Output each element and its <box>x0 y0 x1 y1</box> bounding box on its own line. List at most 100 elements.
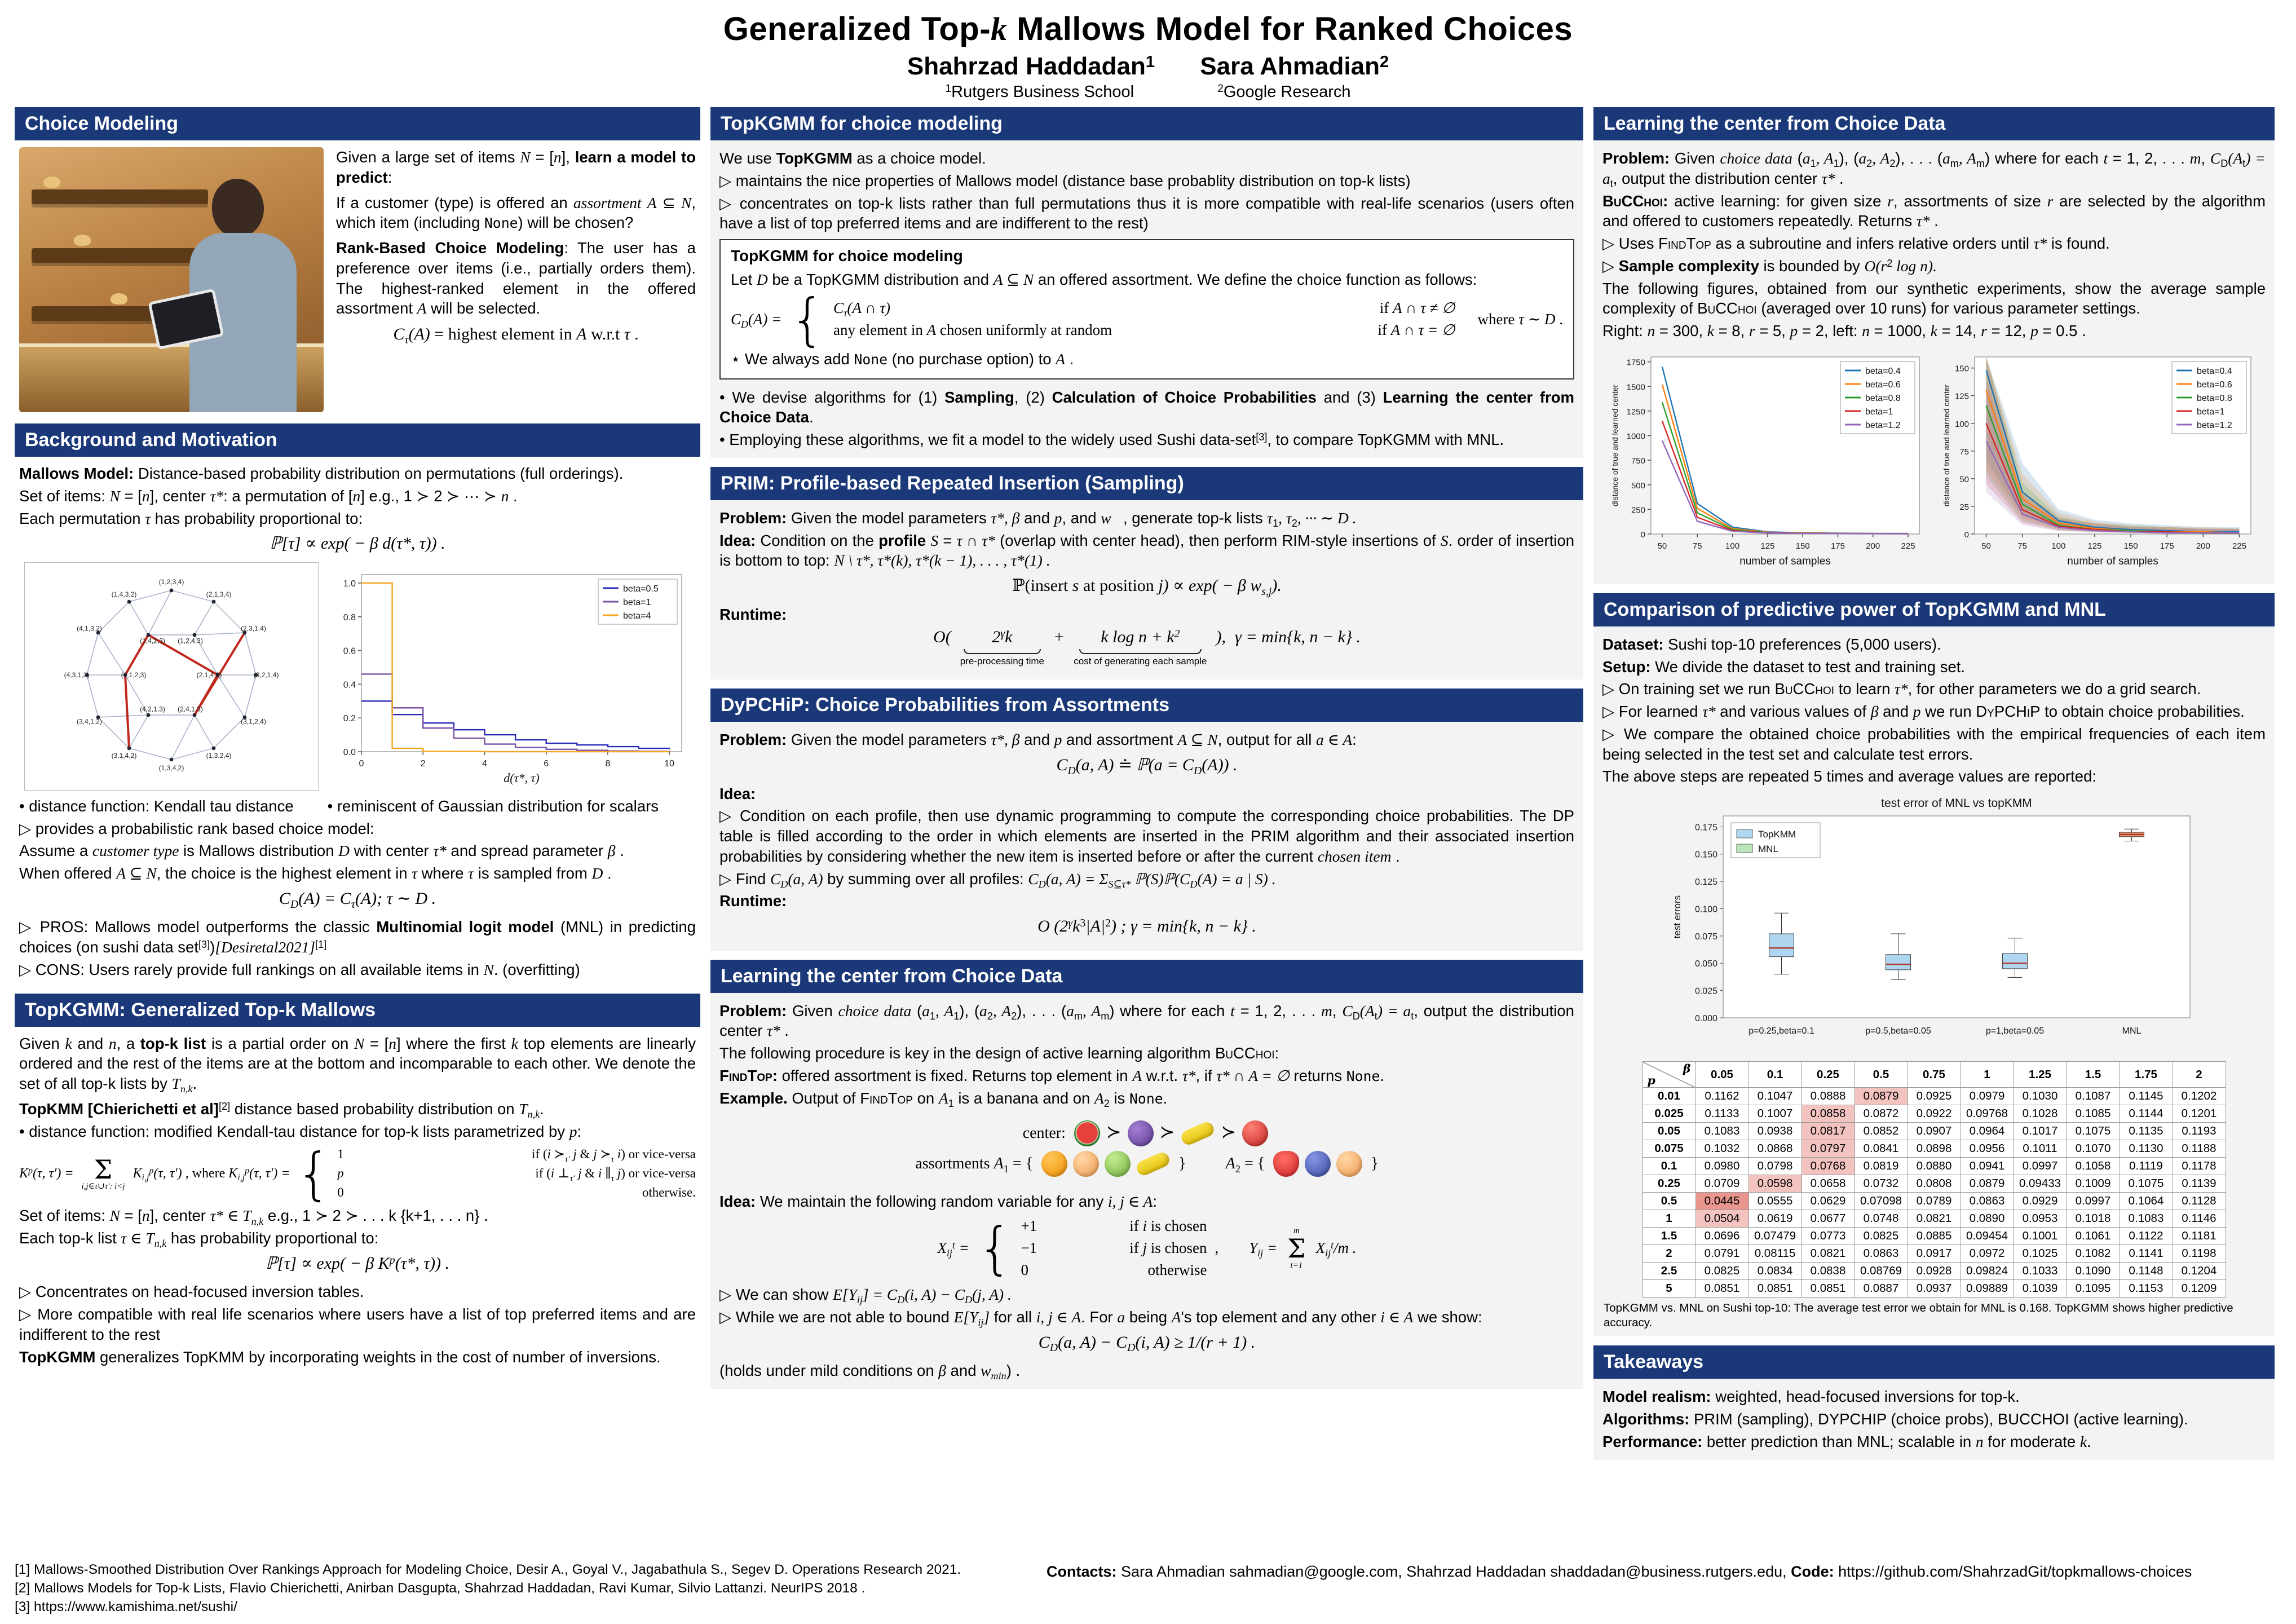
we-use-paragraph: We use TopKGMM as a choice model. <box>719 149 986 167</box>
error-cell: 0.0658 <box>1801 1175 1855 1193</box>
svg-text:beta=0.5: beta=0.5 <box>623 584 659 594</box>
svg-text:number of samples: number of samples <box>2067 555 2158 567</box>
svg-text:10: 10 <box>664 759 674 769</box>
svg-text:beta=0.4: beta=0.4 <box>2197 367 2232 376</box>
training-bullet: ▷ On training set we run BuCChoi to lear… <box>1602 680 2201 698</box>
fruit-example: center: ≻ ≻ ≻ assortments A1 = { } A2 = { … <box>719 1113 1574 1185</box>
grid-search-bullet: ▷ For learned τ* and various values of β… <box>1602 703 2245 720</box>
error-cell: 0.1209 <box>2172 1279 2226 1298</box>
error-cell: 0.1009 <box>2066 1175 2120 1193</box>
error-cell: 0.0863 <box>1854 1245 1908 1263</box>
svg-text:1500: 1500 <box>1627 382 1645 392</box>
svg-text:(3,2,1,4): (3,2,1,4) <box>254 671 279 679</box>
dypchip-idea-label: Idea: <box>719 784 756 802</box>
author-1: Shahrzad Haddadan1 <box>907 52 1155 80</box>
svg-text:0.8: 0.8 <box>343 613 356 623</box>
error-cell: 0.0851 <box>1801 1279 1855 1298</box>
svg-text:beta=1: beta=1 <box>2197 407 2224 417</box>
svg-text:75: 75 <box>1959 447 1969 457</box>
takeaway-algorithms: Algorithms: PRIM (sampling), DYPCHIP (ch… <box>1602 1410 2188 1428</box>
error-cell: 0.0677 <box>1801 1210 1855 1228</box>
svg-text:100: 100 <box>2051 541 2065 551</box>
svg-text:(1,4,3,2): (1,4,3,2) <box>112 590 137 598</box>
error-cell: 0.09768 <box>1960 1105 2014 1123</box>
svg-text:100: 100 <box>1725 541 1739 551</box>
svg-text:0.4: 0.4 <box>343 680 356 690</box>
y-lhs: Yij = <box>1249 1239 1278 1259</box>
svg-text:2: 2 <box>421 759 426 769</box>
prim-runtime-label: Runtime: <box>719 605 787 623</box>
svg-text:(1,3,2,4): (1,3,2,4) <box>206 752 232 760</box>
reference-3: [3] https://www.kamishima.net/sushi/ <box>15 1599 237 1614</box>
error-cell: 0.0997 <box>2013 1157 2067 1175</box>
box-title: TopKGMM for choice modeling <box>731 247 963 264</box>
pros-paragraph: ▷ PROS: Mallows model outperforms the cl… <box>19 918 696 956</box>
error-cell: 0.1082 <box>2066 1245 2120 1263</box>
error-cell: 0.1181 <box>2172 1227 2226 1245</box>
error-cell: 0.0917 <box>1907 1245 1961 1263</box>
error-cell: 0.0868 <box>1748 1140 1802 1158</box>
error-cell: 0.1070 <box>2066 1140 2120 1158</box>
p-header: 0.1 <box>1642 1157 1696 1175</box>
error-cell: 0.1095 <box>2066 1279 2120 1298</box>
error-cell: 0.0879 <box>1960 1175 2014 1193</box>
repeated-paragraph: The above steps are repeated 5 times and… <box>1602 767 2096 785</box>
svg-text:0: 0 <box>359 759 364 769</box>
runtime-open: O( <box>933 628 951 647</box>
error-cell: 0.1130 <box>2119 1140 2173 1158</box>
svg-text:200: 200 <box>2196 541 2210 551</box>
error-cell: 0.1047 <box>1748 1087 1802 1105</box>
error-cell: 0.0879 <box>1854 1087 1908 1105</box>
error-cell: 0.1075 <box>2119 1175 2173 1193</box>
bound-bullet: ▷ While we are not able to bound E[Yij] … <box>719 1308 1482 1329</box>
error-cell: 0.0768 <box>1801 1157 1855 1175</box>
error-cell: 0.1202 <box>2172 1087 2226 1105</box>
cases-lhs: CD(A) = <box>731 310 782 330</box>
section-learning-center-middle: Learning the center from Choice Data Pro… <box>710 959 1583 1389</box>
beta-header: 0.5 <box>1854 1061 1908 1088</box>
prim-problem: Problem: Given the model parameters τ*, … <box>719 509 1357 529</box>
cases-brace: { <box>977 1215 1013 1281</box>
svg-text:MNL: MNL <box>1758 844 1778 854</box>
svg-text:beta=0.6: beta=0.6 <box>2197 380 2232 390</box>
svg-text:50: 50 <box>1981 541 1991 551</box>
error-cell: 0.09454 <box>1960 1227 2014 1245</box>
beta-header: 0.05 <box>1695 1061 1749 1088</box>
choice-case-2: any element in A chosen uniformly at ran… <box>833 321 1455 339</box>
svg-text:(2,4,1,3): (2,4,1,3) <box>178 705 203 713</box>
p-header: 0.25 <box>1642 1175 1696 1193</box>
authors: Shahrzad Haddadan1 Sara Ahmadian2 <box>15 52 2281 81</box>
beta-header: 0.75 <box>1907 1061 1961 1088</box>
svg-text:0.125: 0.125 <box>1695 877 1717 887</box>
section-learning-center-right: Learning the center from Choice Data Pro… <box>1593 107 2275 584</box>
permutation-prob-paragraph: Each permutation τ has probability propo… <box>19 509 363 527</box>
expectation-bullet: ▷ We can show E[Yij] = CD(i, A) − CD(j, … <box>719 1286 1012 1306</box>
center-fruit-sequence: ≻ ≻ ≻ <box>1071 1120 1271 1148</box>
learning-problem: Problem: Given choice data (a1, A1), (a2… <box>719 1001 1574 1040</box>
error-cell: 0.0907 <box>1907 1122 1961 1140</box>
error-cell: 0.1188 <box>2172 1140 2226 1158</box>
references: [1] Mallows-Smoothed Distribution Over R… <box>15 1560 1007 1616</box>
prim-runtime-formula: O( 2γk pre-processing time + k log n + k… <box>719 628 1574 667</box>
error-cell: 0.0819 <box>1854 1157 1908 1175</box>
error-cell: 0.0953 <box>2013 1210 2067 1228</box>
svg-text:175: 175 <box>2160 541 2174 551</box>
error-cell: 0.0941 <box>1960 1157 2014 1175</box>
error-cell: 0.0838 <box>1801 1262 1855 1280</box>
svg-text:750: 750 <box>1631 456 1645 466</box>
error-cell: 0.1128 <box>2172 1192 2226 1210</box>
affiliation-2: 2Google Research <box>1217 83 1351 101</box>
svg-text:number of samples: number of samples <box>1739 555 1831 567</box>
section-header: DyPCHiP: Choice Probabilities from Assor… <box>710 689 1583 722</box>
dp-bullet: ▷ Condition on each profile, then use dy… <box>719 807 1574 865</box>
svg-text:125: 125 <box>1760 541 1774 551</box>
underbrace <box>963 649 1041 655</box>
section-header: Learning the center from Choice Data <box>710 959 1583 993</box>
assortment-a1-fruits <box>1039 1150 1173 1178</box>
svg-text:0.100: 0.100 <box>1695 904 1717 914</box>
gap-formula: CD(a, A) − CD(i, A) ≥ 1/(r + 1) . <box>1038 1332 1256 1354</box>
fruit-banana <box>1179 1120 1217 1148</box>
dataset-paragraph: Dataset: Sushi top-10 preferences (5,000… <box>1602 635 1941 653</box>
error-cell: 0.1135 <box>2119 1122 2173 1140</box>
svg-text:(1,4,2,3): (1,4,2,3) <box>140 637 165 645</box>
